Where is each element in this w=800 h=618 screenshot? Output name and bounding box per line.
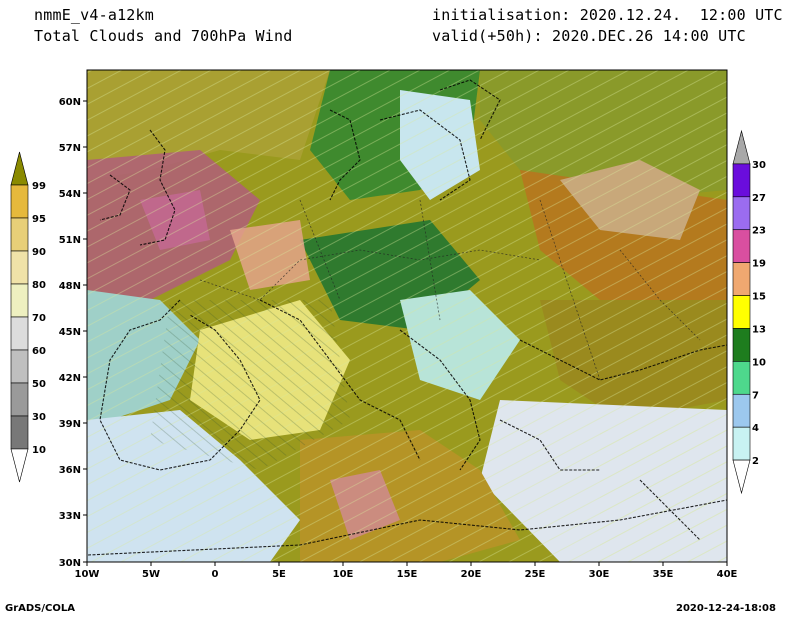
cloud-legend-swatch bbox=[10, 151, 29, 186]
wind-legend-label: 2 bbox=[752, 456, 759, 467]
wind-legend-swatch bbox=[732, 229, 751, 263]
lat-tick-label: 54N bbox=[59, 189, 81, 200]
borders bbox=[199, 199, 701, 381]
cloud-legend-label: 70 bbox=[32, 313, 46, 324]
wind-legend-label: 10 bbox=[752, 357, 766, 368]
cloud-legend-swatch bbox=[10, 184, 29, 219]
lat-tick-label: 42N bbox=[59, 373, 81, 384]
wind-legend-label: 23 bbox=[752, 226, 766, 237]
footer-credit: GrADS/COLA bbox=[5, 603, 75, 614]
lat-tick-label: 36N bbox=[59, 465, 81, 476]
cloud-legend-swatch bbox=[10, 283, 29, 318]
lon-tick-label: 40E bbox=[717, 569, 738, 580]
wind-legend-label: 27 bbox=[752, 193, 766, 204]
field-title: Total Clouds and 700hPa Wind bbox=[34, 27, 293, 45]
wind-legend-label: 7 bbox=[752, 390, 759, 401]
longitude-axis: 10W 5W 0 5E 10E 15E 20E 25E 30E 35E 40E bbox=[75, 562, 738, 580]
lat-tick-label: 45N bbox=[59, 327, 81, 338]
cloud-legend-swatch bbox=[10, 349, 29, 384]
wind-legend-label: 4 bbox=[752, 423, 759, 434]
lat-tick-label: 30N bbox=[59, 558, 81, 569]
coastlines bbox=[87, 79, 727, 556]
cloud-legend-swatch bbox=[10, 382, 29, 417]
cloud-legend-label: 30 bbox=[32, 412, 46, 423]
lon-tick-label: 5E bbox=[272, 569, 286, 580]
lat-tick-label: 39N bbox=[59, 419, 81, 430]
model-name: nmmE_v4-a12km bbox=[34, 6, 154, 24]
lat-tick-label: 33N bbox=[59, 511, 81, 522]
footer-timestamp: 2020-12-24-18:08 bbox=[676, 603, 776, 614]
cloud-legend-label: 80 bbox=[32, 280, 46, 291]
lat-tick-label: 57N bbox=[59, 143, 81, 154]
lat-tick-label: 60N bbox=[59, 97, 81, 108]
wind-legend-label: 19 bbox=[752, 259, 766, 270]
wind-legend-swatch bbox=[732, 393, 751, 428]
wind-legend-swatch bbox=[732, 361, 751, 395]
lon-tick-label: 10W bbox=[75, 569, 100, 580]
lat-tick-label: 51N bbox=[59, 235, 81, 246]
wind-legend-swatch bbox=[732, 163, 751, 198]
cloud-legend-swatch bbox=[10, 415, 29, 450]
map-field bbox=[87, 70, 727, 562]
wind-legend-label: 30 bbox=[752, 160, 766, 171]
wind-legend-swatch bbox=[732, 295, 751, 329]
cloud-legend-swatch bbox=[10, 448, 29, 483]
wind-speed-legend: 30 27 23 19 15 13 10 7 4 2 bbox=[732, 129, 766, 495]
cloud-cover-legend: 99 95 90 80 70 60 50 30 10 bbox=[10, 151, 46, 483]
cloud-legend-swatch bbox=[10, 316, 29, 351]
cloud-legend-swatch bbox=[10, 250, 29, 285]
lon-tick-label: 5W bbox=[142, 569, 160, 580]
wind-legend-swatch bbox=[732, 459, 751, 495]
wind-legend-swatch bbox=[732, 129, 751, 165]
lon-tick-label: 35E bbox=[653, 569, 674, 580]
wind-legend-label: 13 bbox=[752, 324, 766, 335]
init-time: initialisation: 2020.12.24. 12:00 UTC bbox=[432, 6, 783, 24]
wind-legend-label: 15 bbox=[752, 292, 766, 303]
cloud-legend-label: 90 bbox=[32, 247, 46, 258]
lon-tick-label: 0 bbox=[212, 569, 219, 580]
cloud-legend-label: 60 bbox=[32, 346, 46, 357]
wind-legend-swatch bbox=[732, 426, 751, 461]
wind-legend-swatch bbox=[732, 262, 751, 296]
wind-legend-swatch bbox=[732, 196, 751, 231]
cloud-legend-label: 50 bbox=[32, 379, 46, 390]
lat-tick-label: 48N bbox=[59, 281, 81, 292]
lon-tick-label: 15E bbox=[397, 569, 418, 580]
cloud-legend-label: 99 bbox=[32, 181, 46, 192]
wind-legend-swatch bbox=[732, 328, 751, 362]
cloud-legend-swatch bbox=[10, 217, 29, 252]
lon-tick-label: 10E bbox=[333, 569, 354, 580]
lon-tick-label: 20E bbox=[461, 569, 482, 580]
lon-tick-label: 25E bbox=[525, 569, 546, 580]
cloud-legend-label: 95 bbox=[32, 214, 46, 225]
latitude-axis: 60N 57N 54N 51N 48N 45N 42N 39N 36N 33N 30N bbox=[59, 97, 87, 569]
cloud-legend-label: 10 bbox=[32, 445, 46, 456]
valid-time: valid(+50h): 2020.DEC.26 14:00 UTC bbox=[432, 27, 746, 45]
lon-tick-label: 30E bbox=[589, 569, 610, 580]
